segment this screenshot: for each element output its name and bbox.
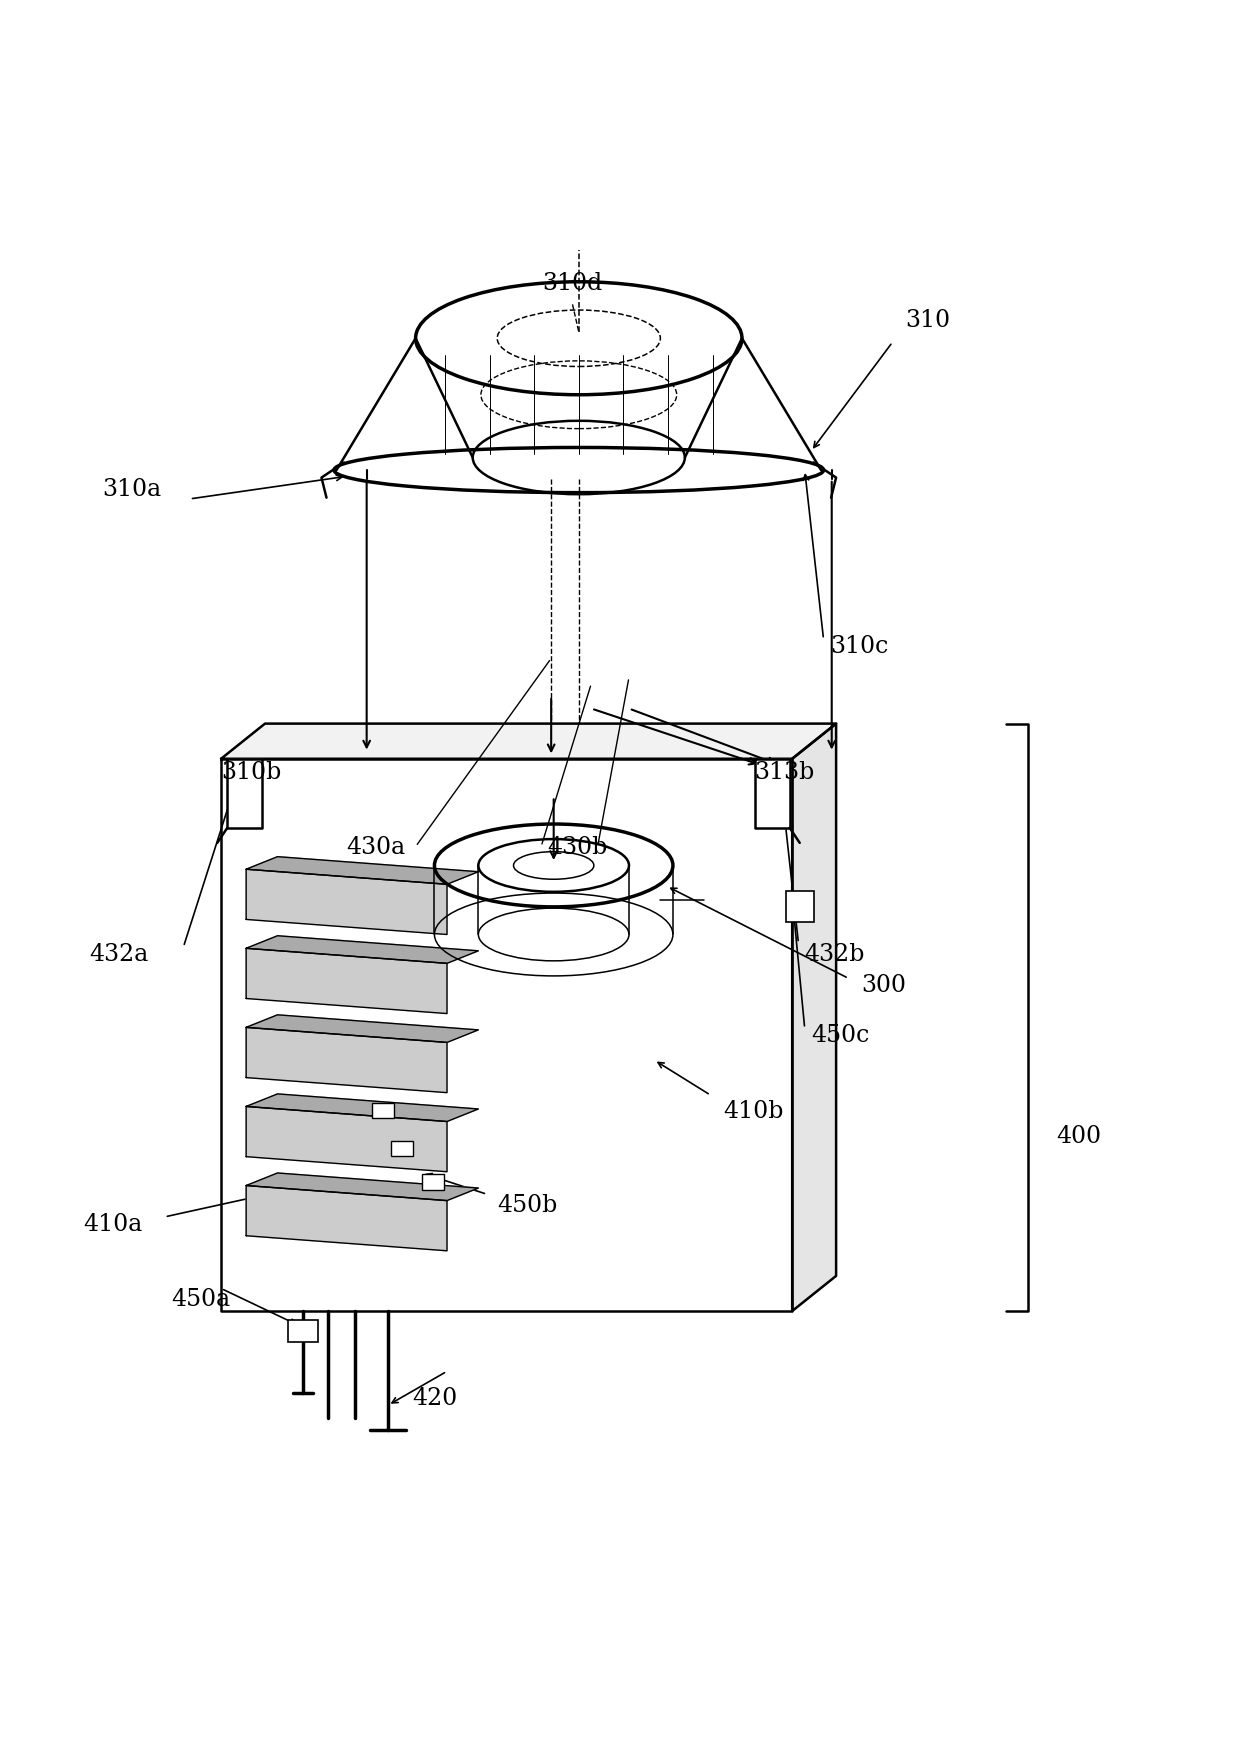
Text: 430b: 430b (547, 836, 608, 859)
Bar (288, 1320, 318, 1342)
Polygon shape (221, 759, 793, 1311)
Polygon shape (793, 724, 837, 1311)
Text: 310d: 310d (542, 272, 603, 295)
Text: 450c: 450c (811, 1024, 869, 1047)
Text: 310b: 310b (221, 761, 282, 784)
Text: 400: 400 (1055, 1124, 1101, 1147)
Polygon shape (228, 759, 263, 828)
Bar (421, 1175, 444, 1189)
Polygon shape (247, 857, 478, 886)
Text: 430a: 430a (346, 836, 405, 859)
Bar (371, 1103, 394, 1117)
Bar (390, 1142, 413, 1156)
Polygon shape (247, 870, 447, 935)
Text: 432b: 432b (805, 942, 866, 965)
Text: 410a: 410a (83, 1212, 142, 1235)
Polygon shape (247, 1028, 447, 1093)
Text: 450b: 450b (497, 1193, 557, 1216)
Polygon shape (247, 1095, 478, 1123)
Text: 310: 310 (906, 309, 950, 332)
Text: 300: 300 (862, 973, 906, 996)
Polygon shape (247, 1186, 447, 1251)
Text: 450a: 450a (171, 1288, 230, 1311)
Polygon shape (247, 1174, 478, 1200)
Text: 310a: 310a (102, 478, 161, 501)
Polygon shape (247, 949, 447, 1014)
Text: 420: 420 (411, 1386, 457, 1409)
Polygon shape (247, 936, 478, 965)
Polygon shape (755, 759, 790, 828)
Text: 313b: 313b (755, 761, 815, 784)
Text: 310c: 310c (830, 634, 888, 657)
Text: 410b: 410b (723, 1100, 784, 1123)
Text: 432a: 432a (89, 942, 148, 965)
Polygon shape (247, 1107, 447, 1172)
Bar (786, 891, 814, 922)
Polygon shape (221, 724, 837, 759)
Polygon shape (247, 1016, 478, 1044)
